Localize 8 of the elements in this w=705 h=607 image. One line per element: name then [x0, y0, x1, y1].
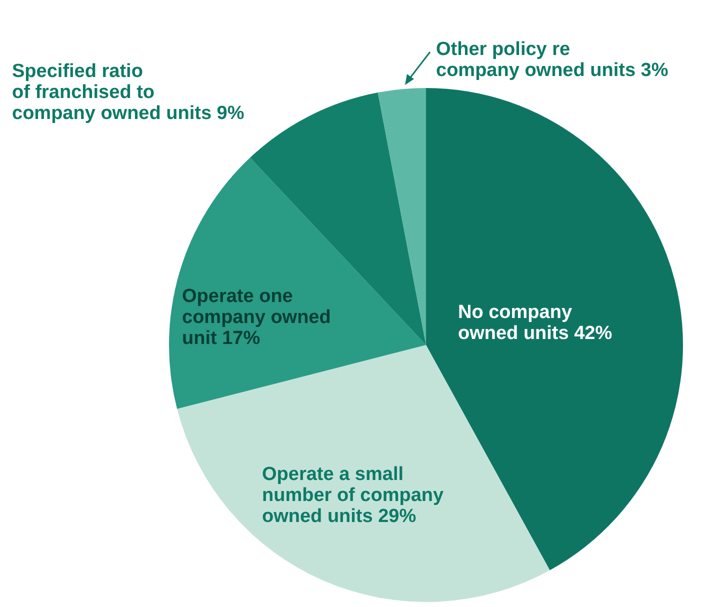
slice-label: Other policy re company owned units 3% [436, 39, 668, 81]
pie-slice [378, 88, 426, 345]
pie-slice [177, 345, 550, 602]
pie-slice [169, 158, 426, 409]
slice-label: Operate a small number of company owned units 29% [262, 464, 444, 527]
slice-label: Specified ratio of franchised to company owned units 9% [12, 61, 244, 124]
slice-label: No company owned units 42% [458, 302, 612, 344]
slice-label: Operate one company owned unit 17% [182, 286, 331, 349]
